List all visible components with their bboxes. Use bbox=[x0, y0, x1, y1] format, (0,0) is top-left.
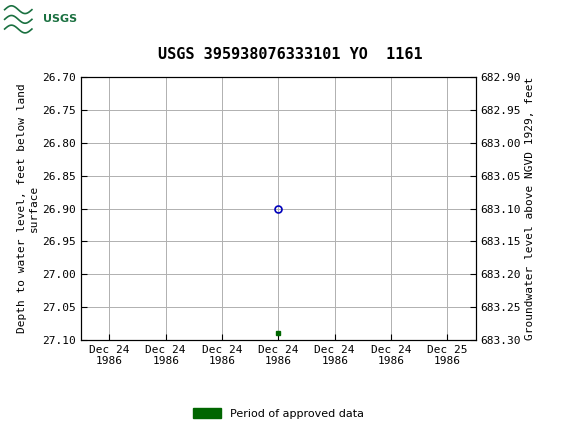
Text: USGS 395938076333101 YO  1161: USGS 395938076333101 YO 1161 bbox=[158, 47, 422, 62]
Bar bbox=[3, 4, 78, 35]
Y-axis label: Depth to water level, feet below land
surface: Depth to water level, feet below land su… bbox=[17, 84, 38, 333]
Y-axis label: Groundwater level above NGVD 1929, feet: Groundwater level above NGVD 1929, feet bbox=[525, 77, 535, 340]
Legend: Period of approved data: Period of approved data bbox=[188, 404, 368, 423]
Text: USGS: USGS bbox=[44, 14, 78, 25]
